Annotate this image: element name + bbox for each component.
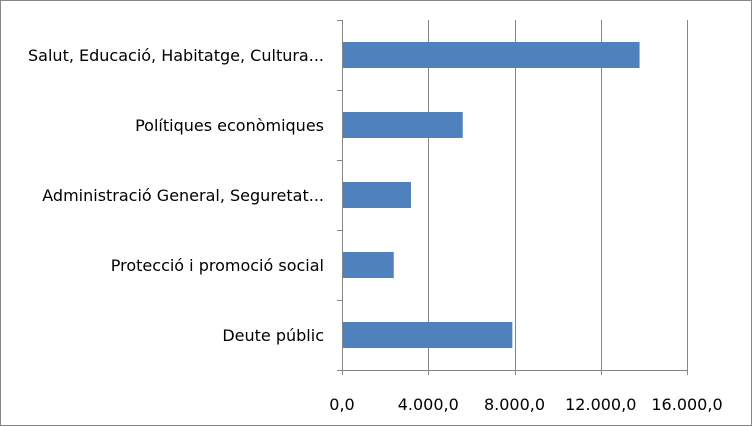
bar xyxy=(342,42,640,68)
category-label: Polítiques econòmiques xyxy=(135,116,324,135)
x-tick-label: 4.000,0 xyxy=(398,395,459,414)
axes xyxy=(337,20,688,375)
category-label: Protecció i promoció social xyxy=(111,256,324,275)
category-labels: Salut, Educació, Habitatge, Cultura... Po… xyxy=(28,46,324,345)
tick-labels: 0,0 4.000,0 8.000,0 12.000,0 16.000,0 xyxy=(329,395,722,414)
x-tick-label: 8.000,0 xyxy=(484,395,545,414)
category-label: Salut, Educació, Habitatge, Cultura... xyxy=(28,46,324,65)
category-label: Deute públic xyxy=(222,326,324,345)
bar xyxy=(342,112,463,138)
bar xyxy=(342,252,394,278)
category-label: Administració General, Seguretat... xyxy=(42,186,324,205)
grid-lines xyxy=(428,20,688,370)
x-tick-label: 0,0 xyxy=(329,395,354,414)
bar xyxy=(342,182,411,208)
bar xyxy=(342,322,513,348)
bars xyxy=(342,42,640,348)
x-tick-label: 12.000,0 xyxy=(565,395,636,414)
x-tick-label: 16.000,0 xyxy=(651,395,722,414)
